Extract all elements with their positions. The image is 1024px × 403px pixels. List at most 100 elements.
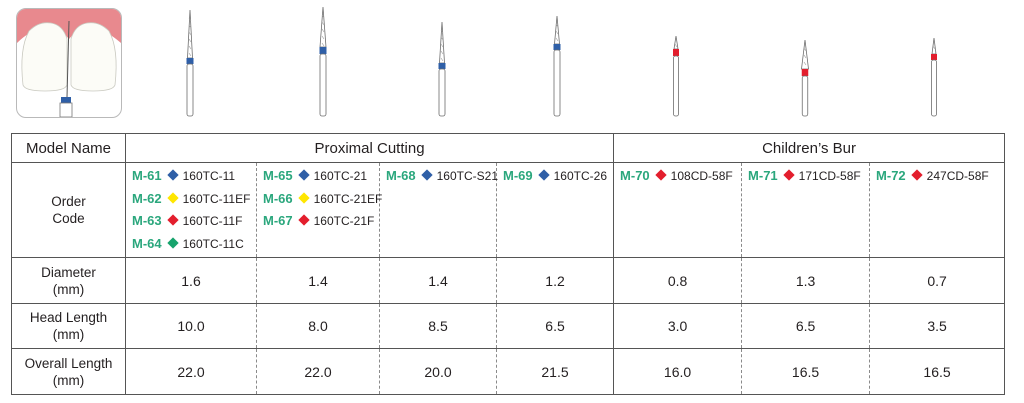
color-diamond-icon xyxy=(166,169,179,181)
color-diamond-icon xyxy=(537,169,550,181)
bur-color-band xyxy=(438,63,446,69)
diameter-row: Diameter (mm) 1.6 1.4 1.4 1.2 0.8 1.3 0.… xyxy=(11,257,1006,304)
color-diamond-icon xyxy=(911,169,923,181)
overall-length-label: Overall Length (mm) xyxy=(11,348,126,395)
order-code-entry: M-71 171CD-58F xyxy=(748,167,869,190)
order-codes-col-1: M-61 160TC-11 M-62 160TC-11EF M-63 160TC-11F M… xyxy=(125,162,257,258)
bur-drawings xyxy=(186,6,937,117)
dental-bur-icon xyxy=(186,9,194,117)
diameter-value: 1.3 xyxy=(741,257,871,304)
model-number: M-69 xyxy=(503,168,533,183)
order-code: 108CD-58F xyxy=(670,169,733,183)
head-length-label: Head Length (mm) xyxy=(11,303,126,349)
order-codes-col-6: M-71 171CD-58F xyxy=(741,162,871,258)
order-code-entry: M-68 160TC-S21 xyxy=(386,167,498,190)
childrens-bur-header: Children’s Bur xyxy=(613,133,1006,163)
dental-bur-icon xyxy=(553,15,561,117)
order-codes-col-3: M-68 160TC-S21 xyxy=(379,162,498,258)
order-code: 160TC-21EF xyxy=(313,191,383,206)
spec-table: Model Name Proximal Cutting Children’s B… xyxy=(11,133,1006,395)
diameter-value: 1.2 xyxy=(495,257,615,304)
order-code-entry: M-61 160TC-11 xyxy=(132,167,256,190)
order-code: 160TC-21 xyxy=(313,169,367,183)
head-length-value: 8.5 xyxy=(379,303,497,349)
order-code: 160TC-11EF xyxy=(182,191,251,206)
order-codes-col-7: M-72 247CD-58F xyxy=(869,162,1006,258)
diameter-value: 1.6 xyxy=(125,257,257,304)
color-diamond-icon xyxy=(420,169,433,181)
order-code-row: Order Code M-61 160TC-11 M-62 160TC-11EF M-6… xyxy=(11,162,1006,258)
model-number: M-72 xyxy=(876,168,906,183)
color-diamond-icon xyxy=(655,169,667,181)
order-code-entry: M-62 160TC-11EF xyxy=(132,190,256,213)
dental-bur-icon xyxy=(931,37,937,117)
proximal-cutting-header: Proximal Cutting xyxy=(124,133,615,163)
color-diamond-icon xyxy=(166,191,179,204)
model-number: M-64 xyxy=(132,235,162,251)
diameter-value: 1.4 xyxy=(379,257,497,304)
order-code: 171CD-58F xyxy=(798,169,861,183)
diameter-value: 1.4 xyxy=(256,257,380,304)
model-number: M-66 xyxy=(263,190,293,206)
model-number: M-71 xyxy=(748,168,778,183)
overall-length-value: 22.0 xyxy=(256,348,380,395)
overall-length-value: 16.0 xyxy=(613,348,743,395)
model-number: M-63 xyxy=(132,213,162,228)
bur-color-band xyxy=(319,47,327,54)
model-name-header: Model Name xyxy=(11,133,126,163)
head-length-row: Head Length (mm) 10.0 8.0 8.5 6.5 3.0 6.… xyxy=(11,303,1006,349)
order-code: 160TC-11C xyxy=(182,236,244,251)
head-length-value: 6.5 xyxy=(741,303,871,349)
order-codes-col-4: M-69 160TC-26 xyxy=(495,162,615,258)
color-diamond-icon xyxy=(297,169,310,181)
overall-length-value: 16.5 xyxy=(869,348,1006,395)
overall-length-value: 22.0 xyxy=(125,348,257,395)
dental-bur-icon xyxy=(801,39,809,117)
model-number: M-70 xyxy=(620,168,650,183)
order-codes-col-2: M-65 160TC-21 M-66 160TC-21EF M-67 160TC-21F xyxy=(256,162,383,258)
tooth-gap-bur-icon xyxy=(16,8,122,118)
color-diamond-icon xyxy=(783,169,795,181)
model-number: M-62 xyxy=(132,190,162,206)
diameter-value: 0.8 xyxy=(613,257,743,304)
order-code: 160TC-S21 xyxy=(436,169,498,183)
model-number: M-65 xyxy=(263,168,293,183)
overall-length-value: 20.0 xyxy=(379,348,497,395)
color-diamond-icon xyxy=(166,214,179,226)
order-code-entry: M-64 160TC-11C xyxy=(132,235,256,258)
bur-color-band xyxy=(801,69,809,76)
dental-bur-icon xyxy=(319,6,327,117)
order-code-entry: M-63 160TC-11F xyxy=(132,212,256,235)
diameter-label: Diameter (mm) xyxy=(11,257,126,304)
bur-color-band xyxy=(931,54,937,60)
order-codes-col-5: M-70 108CD-58F xyxy=(613,162,743,258)
overall-length-value: 21.5 xyxy=(495,348,615,395)
order-code-entry: M-65 160TC-21 xyxy=(263,167,379,190)
head-length-value: 3.5 xyxy=(869,303,1006,349)
model-number: M-68 xyxy=(386,168,416,183)
color-diamond-icon xyxy=(166,236,179,249)
overall-length-value: 16.5 xyxy=(741,348,871,395)
order-code: 160TC-11F xyxy=(182,214,243,228)
order-code: 160TC-11 xyxy=(182,169,236,183)
bur-color-band xyxy=(673,49,679,56)
bur-illustration-strip xyxy=(0,0,1024,126)
order-code-entry: M-67 160TC-21F xyxy=(263,212,379,235)
head-length-value: 8.0 xyxy=(256,303,380,349)
order-code: 160TC-26 xyxy=(553,169,607,183)
head-length-value: 10.0 xyxy=(125,303,257,349)
color-diamond-icon xyxy=(297,191,310,204)
header-row: Model Name Proximal Cutting Children’s B… xyxy=(11,133,1006,163)
bur-color-band xyxy=(553,44,561,50)
model-number: M-67 xyxy=(263,213,293,228)
bur-color-band xyxy=(186,58,194,64)
order-code: 247CD-58F xyxy=(926,169,989,183)
order-code-entry: M-70 108CD-58F xyxy=(620,167,741,190)
dental-bur-icon xyxy=(673,35,679,117)
color-diamond-icon xyxy=(297,214,310,226)
order-code-entry: M-72 247CD-58F xyxy=(876,167,1004,190)
dental-bur-icon xyxy=(438,21,446,117)
model-number: M-61 xyxy=(132,168,162,183)
head-length-value: 6.5 xyxy=(495,303,615,349)
diameter-value: 0.7 xyxy=(869,257,1006,304)
